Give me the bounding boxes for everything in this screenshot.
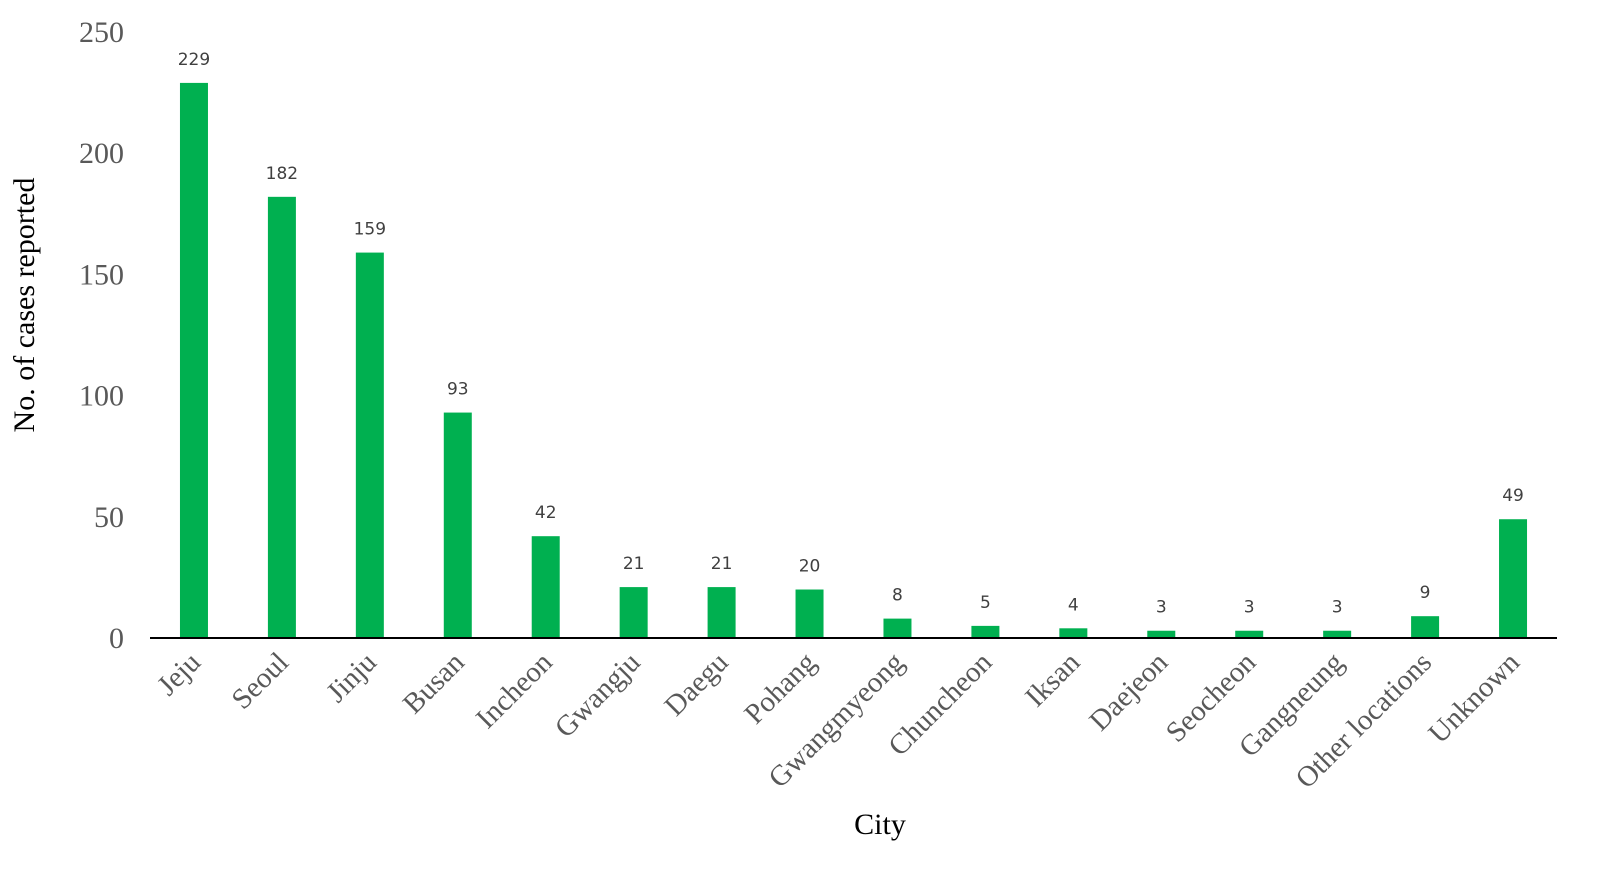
x-tick-label: Busan [397, 646, 471, 720]
bar [795, 589, 824, 638]
y-axis-title: No. of cases reported [8, 178, 41, 433]
data-label: 93 [447, 380, 469, 400]
bar [179, 82, 208, 639]
data-label: 182 [266, 164, 298, 184]
bar [1499, 519, 1528, 638]
x-tick-label: Gwangju [549, 646, 647, 744]
bar [971, 625, 1000, 638]
x-tick-label: Incheon [470, 646, 559, 735]
data-label: 3 [1244, 598, 1255, 618]
bar [619, 587, 648, 638]
bar [1323, 630, 1352, 638]
y-tick-label: 250 [79, 16, 124, 49]
data-label: 8 [892, 586, 903, 606]
x-tick-label: Pohang [738, 646, 822, 730]
y-tick-label: 50 [94, 501, 124, 534]
data-label: 5 [980, 593, 991, 613]
y-tick-label: 100 [79, 380, 124, 413]
data-label: 21 [623, 554, 645, 574]
x-tick-label: Seoul [226, 646, 295, 715]
data-label: 3 [1332, 598, 1343, 618]
data-label: 42 [535, 503, 557, 523]
bar [531, 536, 560, 638]
data-label: 49 [1502, 486, 1524, 506]
y-tick-label: 150 [79, 258, 124, 291]
x-tick-label: Jinju [320, 646, 383, 709]
bar [443, 412, 472, 638]
bar [267, 196, 296, 638]
data-labels: 229 182 159 93 42 21 21 20 8 5 4 3 3 3 9 49 [178, 50, 1524, 618]
x-tick-label: Daejeon [1083, 646, 1174, 737]
bar [883, 618, 912, 638]
bar [1411, 616, 1440, 638]
y-tick-label: 200 [79, 137, 124, 170]
bars [179, 82, 1528, 639]
bar [355, 252, 384, 639]
x-tick-label: Iksan [1019, 646, 1086, 713]
data-label: 4 [1068, 595, 1079, 615]
x-tick-label: Jeju [151, 646, 207, 702]
bar [1059, 628, 1088, 638]
bar [1147, 630, 1176, 638]
y-axis: 0 50 100 150 200 250 [79, 16, 124, 655]
x-axis-title: City [854, 808, 906, 841]
data-label: 9 [1420, 583, 1431, 603]
bar [1235, 630, 1264, 638]
data-label: 3 [1156, 598, 1167, 618]
data-label: 20 [799, 557, 821, 577]
x-tick-label: Daegu [658, 646, 734, 722]
y-tick-label: 0 [109, 622, 124, 655]
x-tick-label: Unknown [1422, 646, 1526, 750]
data-label: 21 [711, 554, 733, 574]
data-label: 229 [178, 50, 210, 70]
bar [707, 587, 736, 638]
data-label: 159 [354, 220, 386, 240]
